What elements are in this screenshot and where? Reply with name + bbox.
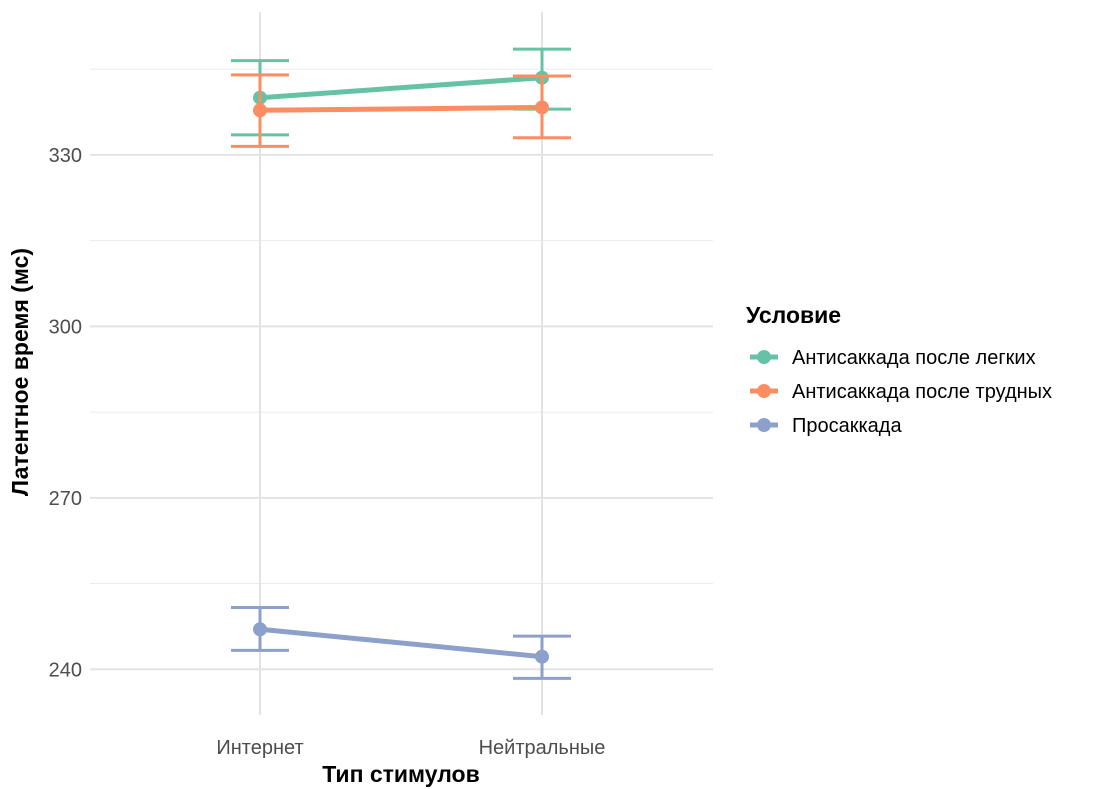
- series-layer: [231, 47, 571, 680]
- legend-item: Просаккада: [750, 415, 902, 437]
- series-group: [231, 606, 571, 680]
- legend-title: Условие: [746, 302, 841, 328]
- y-tick-label: 300: [49, 316, 82, 338]
- x-tick-label: Интернет: [216, 737, 303, 759]
- legend-item: Антисаккада после трудных: [750, 381, 1052, 403]
- series-group: [231, 47, 571, 137]
- legend-label: Просаккада: [792, 415, 902, 437]
- legend-key-point: [757, 418, 771, 432]
- legend: Условие Антисаккада после легких Антисакк…: [746, 302, 1052, 437]
- series-line: [257, 104, 545, 113]
- y-tick-label: 330: [49, 145, 82, 167]
- tick-labels: 240 270 300 330 Интернет Нейтральные: [49, 145, 606, 759]
- grid: [90, 12, 713, 715]
- legend-label: Антисаккада после легких: [792, 347, 1036, 369]
- y-tick-label: 270: [49, 488, 82, 510]
- data-point: [253, 622, 267, 637]
- legend-key-point: [757, 350, 771, 364]
- legend-key-point: [757, 384, 771, 398]
- series-line: [257, 626, 545, 660]
- data-point: [535, 100, 549, 115]
- x-axis-title: Тип стимулов: [322, 761, 480, 787]
- y-axis-title: Латентное время (мс): [7, 248, 33, 496]
- legend-item: Антисаккада после легких: [750, 347, 1036, 369]
- y-tick-label: 240: [49, 659, 82, 681]
- data-point: [535, 649, 549, 664]
- series-group: [231, 73, 571, 148]
- legend-label: Антисаккада после трудных: [792, 381, 1052, 403]
- data-point: [253, 103, 267, 118]
- x-tick-label: Нейтральные: [479, 737, 606, 759]
- series-line: [257, 75, 545, 101]
